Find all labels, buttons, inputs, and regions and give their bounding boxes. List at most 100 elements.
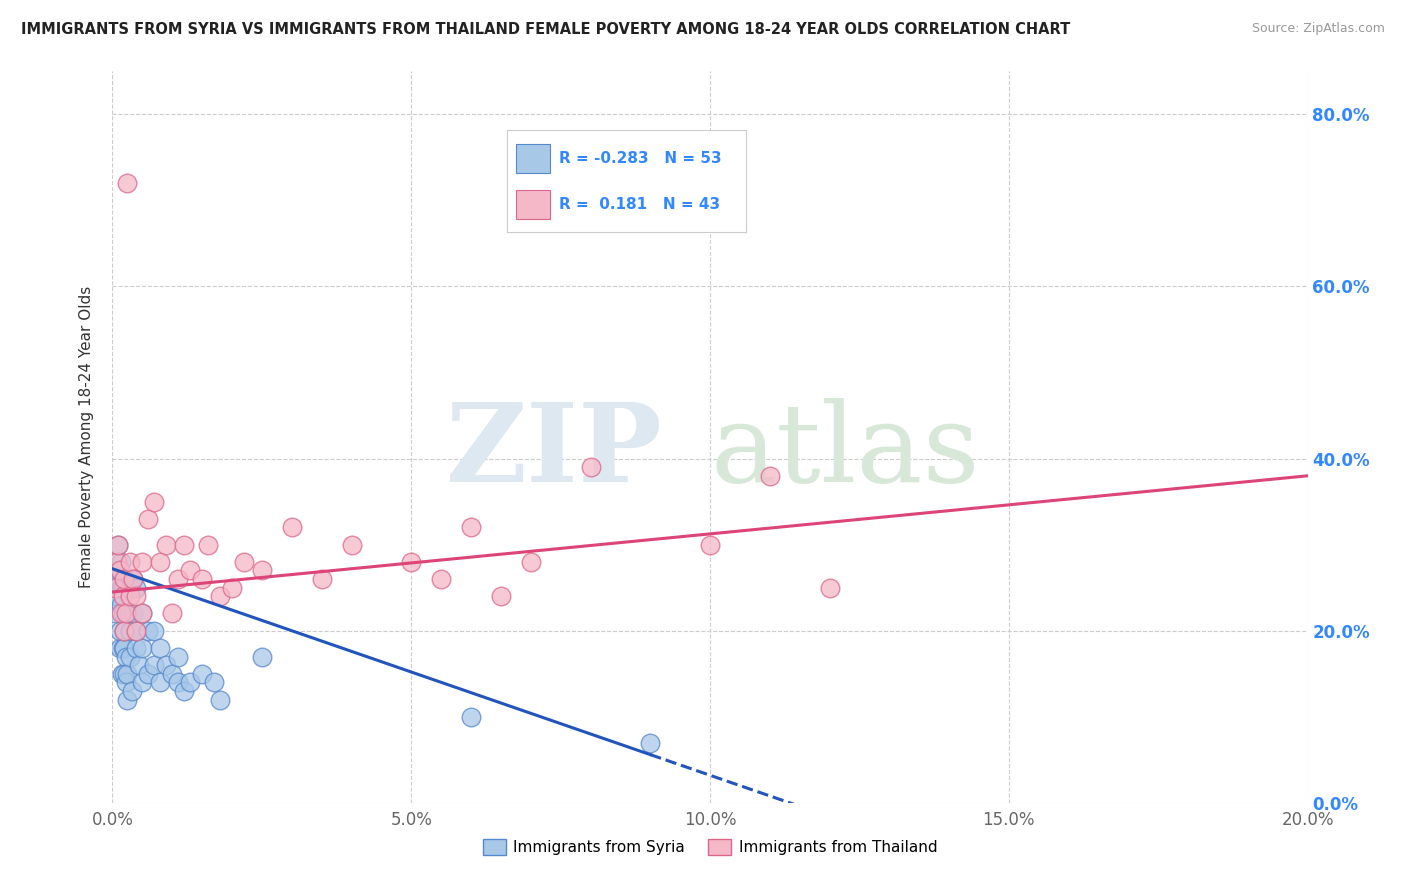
Point	[120, 589, 142, 603]
Legend: Immigrants from Syria, Immigrants from Thailand: Immigrants from Syria, Immigrants from T…	[477, 833, 943, 861]
Point	[110, 581, 132, 595]
Point	[197, 538, 219, 552]
Point	[202, 675, 225, 690]
Point	[138, 666, 160, 681]
Point	[281, 520, 304, 534]
Point	[209, 589, 232, 603]
Point	[114, 607, 136, 621]
Point	[131, 607, 153, 621]
Point	[489, 589, 512, 603]
Point	[117, 692, 139, 706]
Point	[111, 589, 134, 603]
Point	[131, 607, 153, 621]
Point	[460, 520, 482, 534]
Point	[173, 684, 195, 698]
Point	[120, 581, 142, 595]
Point	[167, 675, 190, 690]
Point	[191, 666, 214, 681]
Point	[114, 572, 135, 586]
Point	[173, 538, 195, 552]
Point	[117, 666, 139, 681]
Point	[111, 640, 134, 655]
Text: IMMIGRANTS FROM SYRIA VS IMMIGRANTS FROM THAILAND FEMALE POVERTY AMONG 18-24 YEA: IMMIGRANTS FROM SYRIA VS IMMIGRANTS FROM…	[21, 22, 1070, 37]
Point	[114, 675, 136, 690]
Point	[520, 555, 543, 569]
Point	[167, 649, 190, 664]
Point	[401, 555, 423, 569]
Point	[125, 640, 148, 655]
Point	[114, 649, 136, 664]
Point	[143, 624, 166, 638]
Point	[460, 710, 482, 724]
Point	[430, 572, 453, 586]
Point	[125, 589, 148, 603]
Point	[122, 607, 145, 621]
Point	[640, 735, 662, 749]
Point	[105, 589, 128, 603]
Point	[179, 675, 201, 690]
Point	[131, 675, 153, 690]
Point	[104, 607, 127, 621]
Point	[110, 598, 132, 612]
Point	[138, 624, 160, 638]
Point	[699, 538, 721, 552]
Point	[250, 564, 273, 578]
Point	[110, 624, 132, 638]
Point	[149, 675, 172, 690]
Point	[131, 640, 153, 655]
Point	[122, 572, 145, 586]
Point	[125, 624, 148, 638]
Point	[108, 640, 131, 655]
Point	[114, 666, 135, 681]
Point	[110, 555, 132, 569]
Point	[120, 649, 142, 664]
Point	[120, 555, 142, 569]
Point	[579, 460, 602, 475]
Point	[143, 494, 166, 508]
Point	[104, 581, 127, 595]
Point	[105, 572, 128, 586]
Point	[107, 538, 129, 552]
Point	[111, 666, 134, 681]
Point	[191, 572, 214, 586]
Y-axis label: Female Poverty Among 18-24 Year Olds: Female Poverty Among 18-24 Year Olds	[79, 286, 94, 588]
Point	[112, 607, 135, 621]
Point	[108, 564, 131, 578]
Point	[118, 607, 141, 621]
Point	[149, 640, 172, 655]
Point	[162, 607, 183, 621]
Point	[759, 468, 782, 483]
Point	[121, 684, 143, 698]
Point	[138, 512, 160, 526]
Point	[143, 658, 166, 673]
Point	[818, 581, 841, 595]
Point	[209, 692, 232, 706]
Point	[114, 624, 135, 638]
Point	[340, 538, 363, 552]
Point	[122, 572, 145, 586]
Text: Source: ZipAtlas.com: Source: ZipAtlas.com	[1251, 22, 1385, 36]
Point	[162, 666, 183, 681]
Point	[120, 624, 142, 638]
Point	[179, 564, 201, 578]
Point	[131, 555, 153, 569]
Point	[221, 581, 243, 595]
Point	[233, 555, 256, 569]
Point	[128, 658, 150, 673]
Point	[105, 555, 128, 569]
Point	[155, 538, 177, 552]
Point	[149, 555, 172, 569]
Text: ZIP: ZIP	[446, 398, 662, 505]
Point	[107, 538, 129, 552]
Point	[114, 624, 135, 638]
Point	[110, 607, 132, 621]
Point	[125, 624, 148, 638]
Point	[311, 572, 333, 586]
Text: atlas: atlas	[710, 398, 980, 505]
Point	[107, 564, 129, 578]
Point	[114, 640, 135, 655]
Point	[155, 658, 177, 673]
Point	[167, 572, 190, 586]
Point	[125, 581, 148, 595]
Point	[112, 581, 135, 595]
